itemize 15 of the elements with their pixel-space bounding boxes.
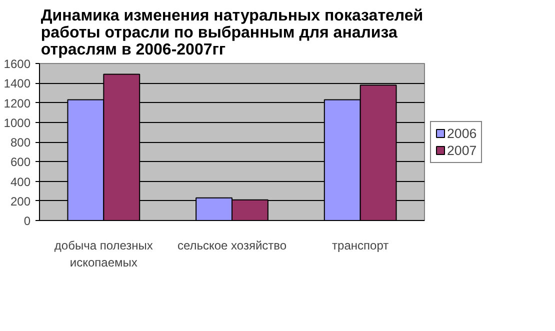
y-tick-label: 600 xyxy=(10,155,31,170)
x-tick-label: сельское хозяйство xyxy=(177,238,287,252)
y-tick-label: 800 xyxy=(10,136,31,150)
y-tick-label: 200 xyxy=(10,194,31,208)
y-tick-label: 1000 xyxy=(4,116,31,130)
legend-label: 2006 xyxy=(447,126,477,140)
y-tick-label: 1400 xyxy=(4,76,31,91)
y-tick-label: 1600 xyxy=(4,57,31,71)
x-tick-label: транспорт xyxy=(332,238,390,252)
y-tick-label: 0 xyxy=(24,214,31,228)
x-tick-label: добыча полезных ископаемых xyxy=(54,238,153,270)
y-tick-label: 1200 xyxy=(4,96,31,110)
chart-title: Динамика изменения натуральных показателей работы отрасли по выбранным для анализа отраслям в 2006-2007гг xyxy=(40,8,424,58)
legend-label: 2007 xyxy=(447,142,477,158)
y-tick-label: 400 xyxy=(10,174,31,189)
